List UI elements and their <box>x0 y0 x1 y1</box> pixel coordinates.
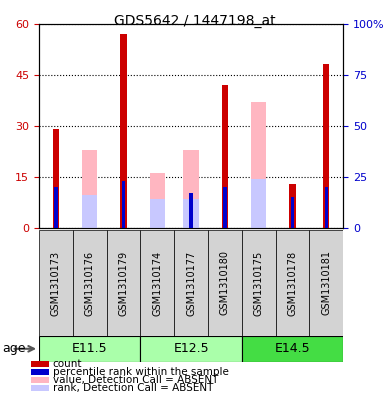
Bar <box>309 230 343 336</box>
Bar <box>291 197 294 228</box>
Bar <box>242 230 276 336</box>
Bar <box>122 181 125 228</box>
Text: GSM1310173: GSM1310173 <box>51 250 61 316</box>
Bar <box>324 187 328 228</box>
Bar <box>82 150 97 228</box>
Bar <box>242 336 343 362</box>
Bar <box>73 230 106 336</box>
Text: GSM1310181: GSM1310181 <box>321 250 331 316</box>
Bar <box>223 187 227 228</box>
Text: GSM1310179: GSM1310179 <box>119 250 128 316</box>
Text: GSM1310178: GSM1310178 <box>287 250 298 316</box>
Bar <box>289 184 296 228</box>
Bar <box>183 150 199 228</box>
Text: GSM1310180: GSM1310180 <box>220 250 230 316</box>
Text: GSM1310174: GSM1310174 <box>152 250 162 316</box>
Text: count: count <box>53 359 82 369</box>
Bar <box>106 230 140 336</box>
Text: E14.5: E14.5 <box>275 342 310 355</box>
Text: E12.5: E12.5 <box>173 342 209 355</box>
Bar <box>53 129 59 228</box>
Bar <box>150 173 165 228</box>
Bar <box>121 34 126 228</box>
Text: GDS5642 / 1447198_at: GDS5642 / 1447198_at <box>114 14 276 28</box>
Bar <box>140 336 242 362</box>
Bar <box>183 199 199 228</box>
Bar <box>323 64 329 228</box>
Bar <box>251 179 266 228</box>
Text: GSM1310176: GSM1310176 <box>85 250 95 316</box>
Text: GSM1310175: GSM1310175 <box>254 250 264 316</box>
Text: percentile rank within the sample: percentile rank within the sample <box>53 367 229 377</box>
Bar <box>150 199 165 228</box>
Bar <box>251 102 266 228</box>
Bar <box>208 230 242 336</box>
Text: rank, Detection Call = ABSENT: rank, Detection Call = ABSENT <box>53 383 213 393</box>
Bar <box>140 230 174 336</box>
Text: GSM1310177: GSM1310177 <box>186 250 196 316</box>
Bar <box>276 230 309 336</box>
Bar <box>222 85 228 228</box>
Text: age: age <box>2 342 25 355</box>
Bar <box>39 336 140 362</box>
Bar <box>190 193 193 228</box>
Text: E11.5: E11.5 <box>72 342 108 355</box>
Bar <box>54 187 58 228</box>
Bar <box>82 195 97 228</box>
Bar <box>39 230 73 336</box>
Text: value, Detection Call = ABSENT: value, Detection Call = ABSENT <box>53 375 218 385</box>
Bar <box>174 230 208 336</box>
